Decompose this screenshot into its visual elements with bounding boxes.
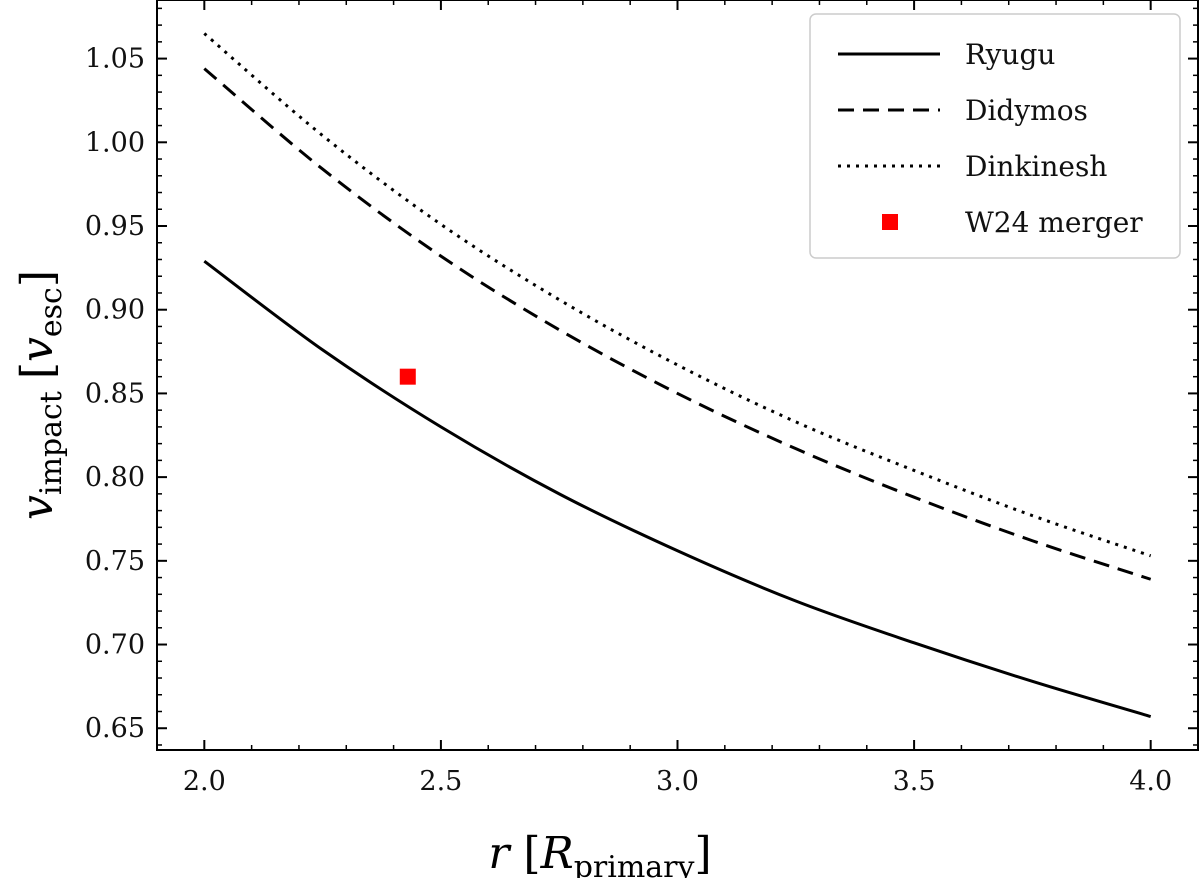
x-tick-label-0: 2.0 <box>183 766 226 797</box>
y-tick-label-2: 0.75 <box>85 546 145 577</box>
x-tick-label-4: 4.0 <box>1129 766 1172 797</box>
y-tick-label-7: 1.00 <box>85 127 145 158</box>
x-tick-label-1: 2.5 <box>419 766 462 797</box>
x-tick-label-2: 3.0 <box>656 766 699 797</box>
y-tick-label-5: 0.90 <box>85 295 145 326</box>
series-line-dinkinesh <box>203 32 1152 558</box>
legend-label-didymos: Didymos <box>965 94 1088 127</box>
x-axis-label-main: r <box>488 828 512 878</box>
y-tick-label-8: 1.05 <box>85 44 145 75</box>
x-axis-label-unit: R <box>540 828 574 878</box>
plot-frame <box>156 0 1199 751</box>
legend-box <box>809 13 1181 259</box>
y-tick-label-0: 0.65 <box>85 713 145 744</box>
x-axis-label: r [Rprimary] <box>488 828 711 878</box>
y-axis-label-main: v <box>12 495 63 520</box>
y-axis-label-sub: impact <box>34 391 69 495</box>
y-tick-label-4: 0.85 <box>85 378 145 409</box>
y-tick-label-1: 0.70 <box>85 630 145 661</box>
y-tick-label-3: 0.80 <box>85 462 145 493</box>
legend-label-w24-merger: W24 merger <box>965 206 1143 239</box>
legend-label-ryugu: Ryugu <box>965 38 1055 71</box>
series-line-didymos <box>203 67 1152 581</box>
y-axis-label-unit: v <box>12 337 63 362</box>
plot-area <box>203 32 1152 718</box>
data-point-w24-merger <box>399 368 416 385</box>
y-tick-label-6: 0.95 <box>85 211 145 242</box>
y-axis-label: vimpact[vesc] <box>12 270 69 520</box>
legend: Ryugu Didymos Dinkinesh W24 merger <box>809 13 1181 259</box>
x-axis-label-sub: primary <box>574 850 695 878</box>
legend-label-dinkinesh: Dinkinesh <box>965 150 1107 183</box>
series-line-ryugu <box>203 259 1152 718</box>
y-axis-label-unit-sub: esc <box>34 287 69 337</box>
x-tick-label-3: 3.5 <box>893 766 936 797</box>
legend-swatch-w24-merger <box>882 214 898 230</box>
